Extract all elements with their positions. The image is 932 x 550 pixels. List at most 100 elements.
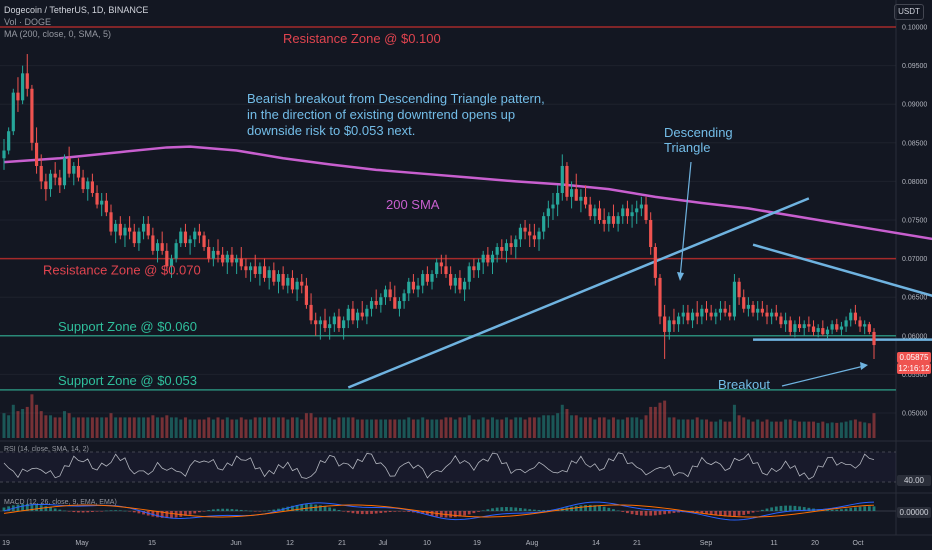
macd-histogram-bar: [388, 511, 392, 513]
macd-histogram-bar: [360, 511, 364, 515]
volume-bar: [723, 421, 727, 438]
volume-bar: [267, 417, 271, 438]
zone-label: Support Zone @ $0.060: [58, 319, 197, 334]
candle: [811, 320, 816, 336]
volume-bar: [812, 421, 816, 438]
macd-histogram-bar: [346, 511, 350, 513]
candle: [681, 304, 685, 325]
candle: [793, 320, 797, 338]
volume-bar: [318, 417, 322, 438]
macd-histogram-bar: [602, 506, 606, 511]
candle-body: [528, 231, 532, 236]
macd-histogram-bar: [774, 506, 778, 511]
candle-body: [346, 308, 350, 321]
candle-body: [472, 266, 476, 271]
time-tick-label: 14: [592, 540, 600, 547]
candle-body: [123, 227, 127, 236]
macd-histogram-bar: [188, 511, 192, 515]
volume-bar: [25, 406, 29, 438]
candle: [165, 243, 169, 271]
macd-histogram-bar: [318, 505, 322, 511]
candle: [351, 301, 355, 325]
volume-bar: [477, 419, 481, 438]
macd-histogram-bar: [835, 509, 839, 511]
volume-bar: [118, 417, 122, 438]
candle: [355, 308, 360, 329]
macd-histogram-bar: [626, 511, 629, 514]
macd-histogram-bar: [788, 505, 792, 511]
macd-histogram-bar: [751, 511, 755, 513]
macd-histogram-bar: [537, 509, 541, 511]
volume-bar: [463, 417, 467, 438]
volume-bar: [435, 419, 439, 438]
candle-body: [216, 250, 220, 255]
candle: [328, 316, 332, 340]
candle-body: [700, 308, 704, 317]
candle-body: [625, 208, 630, 217]
candle: [602, 208, 606, 232]
macd-histogram-bar: [467, 511, 471, 515]
rsi-line: [3, 452, 875, 480]
candle-body: [704, 308, 709, 313]
macd-histogram-bar: [598, 505, 601, 511]
candle-body: [444, 266, 448, 275]
candle: [504, 239, 509, 263]
candle: [425, 266, 429, 286]
candle-body: [825, 329, 830, 335]
candle-body: [649, 220, 653, 248]
candle: [569, 181, 574, 209]
candle-body: [760, 308, 764, 313]
candle-body: [360, 312, 364, 317]
candle: [193, 227, 197, 248]
candle-body: [374, 301, 378, 305]
candle: [123, 223, 127, 248]
macd-legend: MACD (12, 26, close, 9, EMA, EMA): [4, 499, 117, 506]
macd-histogram-bar: [635, 511, 639, 515]
macd-histogram-bar: [649, 511, 653, 516]
volume-bar: [244, 419, 248, 438]
candle-body: [407, 281, 411, 294]
volume-bar: [625, 417, 629, 438]
candle-body: [100, 200, 104, 205]
candle: [453, 274, 457, 294]
candle: [221, 247, 225, 267]
candle-body: [318, 320, 322, 325]
candle-body: [728, 312, 732, 317]
candle-body: [449, 274, 453, 286]
macd-histogram-bar: [737, 511, 741, 516]
volume-bar: [784, 419, 788, 438]
candle-body: [114, 223, 118, 232]
time-tick-label: 19: [2, 540, 10, 547]
volume-bar: [732, 404, 736, 438]
macd-histogram-bar: [700, 511, 704, 514]
candle: [704, 301, 709, 321]
currency-button[interactable]: USDT: [894, 4, 924, 20]
volume-bar: [560, 404, 564, 438]
volume-bar: [737, 415, 741, 438]
candle: [658, 274, 662, 325]
candle: [100, 192, 104, 217]
volume-bar: [867, 423, 871, 438]
volume-bar: [393, 419, 397, 438]
macd-histogram-bar: [756, 511, 760, 512]
volume-bar: [128, 417, 132, 438]
candle-body: [839, 326, 844, 330]
macd-histogram-bar: [802, 507, 806, 511]
candle-body: [67, 158, 71, 174]
macd-histogram-bar: [793, 505, 797, 511]
candle: [532, 223, 536, 248]
symbol-title: Dogecoin / TetherUS, 1D, BINANCE: [4, 5, 149, 15]
time-tick-label: May: [75, 540, 89, 547]
macd-histogram-bar: [658, 511, 662, 515]
macd-histogram-bar: [211, 509, 215, 511]
macd-histogram-bar: [277, 508, 280, 511]
volume-legend: Vol · DOGE: [4, 17, 52, 27]
candle: [839, 321, 844, 336]
volume-bar: [691, 419, 695, 438]
time-tick-label: 11: [770, 540, 777, 547]
volume-bar: [709, 421, 713, 438]
candle: [332, 312, 336, 332]
macd-histogram-bar: [230, 509, 234, 511]
candle: [262, 258, 267, 282]
